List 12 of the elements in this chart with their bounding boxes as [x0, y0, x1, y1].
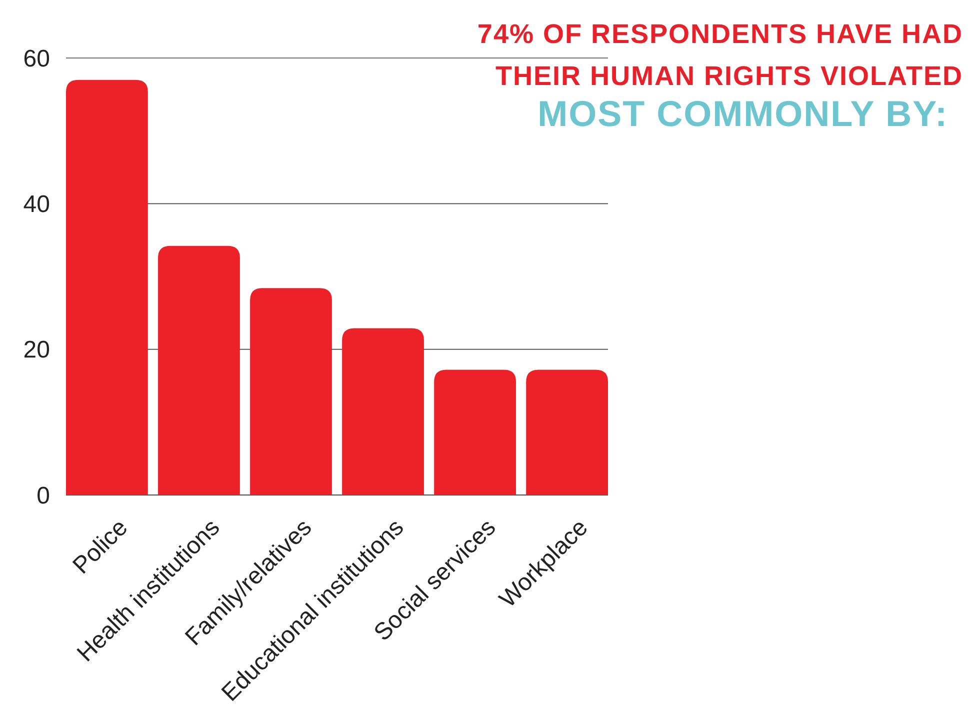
bar: [342, 328, 424, 495]
bar: [526, 370, 608, 495]
y-tick-label: 40: [23, 191, 50, 218]
text: 74% OF RESPONDENTS HAVE HAD THEIR HUMAN RIGHTS VIOLATED: [477, 19, 963, 91]
y-tick-label: 0: [36, 482, 50, 510]
bar: [66, 80, 148, 495]
bar: [434, 370, 516, 495]
bar: [158, 246, 240, 495]
text: MOST COMMONLY BY:: [538, 93, 948, 134]
y-tick-label: 60: [23, 45, 50, 72]
bar: [250, 288, 332, 495]
y-tick-label: 20: [23, 336, 50, 364]
